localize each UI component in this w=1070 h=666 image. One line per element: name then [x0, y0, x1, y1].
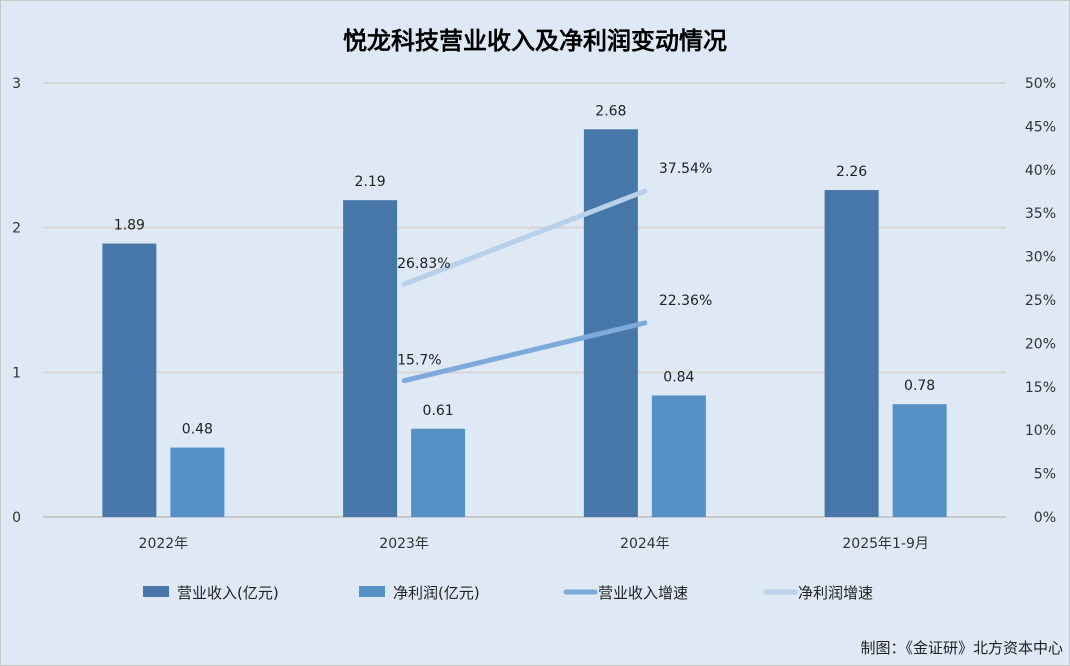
right-axis-tick: 50%	[1025, 76, 1056, 92]
bar-net-profit	[892, 404, 947, 517]
right-axis-tick: 45%	[1025, 119, 1056, 135]
data-label: 0.61	[423, 403, 454, 419]
right-axis-tick: 30%	[1025, 250, 1056, 266]
right-axis-tick: 25%	[1025, 293, 1056, 309]
line-revenue-growth	[401, 320, 648, 384]
legend-label: 营业收入增速	[598, 584, 688, 602]
x-axis-tick: 2025年1-9月	[842, 536, 929, 552]
left-axis-tick: 1	[12, 365, 21, 381]
data-label: 0.84	[663, 369, 694, 385]
right-axis-tick: 5%	[1034, 467, 1056, 483]
left-axis-tick: 0	[12, 510, 21, 526]
right-axis-tick: 40%	[1025, 163, 1056, 179]
left-axis-tick: 3	[12, 76, 21, 92]
right-axis-tick: 20%	[1025, 336, 1056, 352]
line-net-profit-growth	[401, 188, 648, 287]
data-label: 22.36%	[659, 293, 712, 309]
legend-swatch	[359, 586, 385, 597]
data-label: 15.7%	[397, 353, 441, 369]
bar-net-profit	[651, 395, 706, 517]
bar-revenue	[343, 200, 398, 517]
data-label: 2.26	[836, 164, 867, 180]
left-axis-tick: 2	[12, 221, 21, 237]
legend-label: 净利润(亿元)	[393, 584, 480, 602]
bar-revenue	[824, 190, 879, 517]
chart-title: 悦龙科技营业收入及净利润变动情况	[343, 27, 727, 55]
bar-net-profit	[170, 447, 225, 517]
data-label: 37.54%	[659, 161, 712, 177]
legend-label: 营业收入(亿元)	[177, 584, 279, 602]
right-axis-tick: 35%	[1025, 206, 1056, 222]
data-label: 1.89	[114, 218, 145, 234]
x-axis-tick: 2022年	[139, 536, 189, 552]
x-axis-tick: 2024年	[620, 536, 670, 552]
chart-credit: 制图：《金证研》北方资本中心	[860, 639, 1063, 657]
right-axis-tick: 0%	[1034, 510, 1056, 526]
bar-revenue	[102, 243, 157, 517]
right-axis-tick: 15%	[1025, 380, 1056, 396]
data-label: 26.83%	[397, 256, 450, 272]
data-label: 2.19	[355, 174, 386, 190]
legend-swatch	[143, 586, 169, 597]
data-label: 2.68	[595, 103, 626, 119]
legend-label: 净利润增速	[798, 584, 873, 602]
data-label: 0.78	[904, 378, 935, 394]
bar-net-profit	[411, 428, 466, 517]
bar-revenue	[583, 129, 638, 517]
right-axis-tick: 10%	[1025, 423, 1056, 439]
x-axis-tick: 2023年	[379, 536, 429, 552]
data-label: 0.48	[182, 422, 213, 438]
